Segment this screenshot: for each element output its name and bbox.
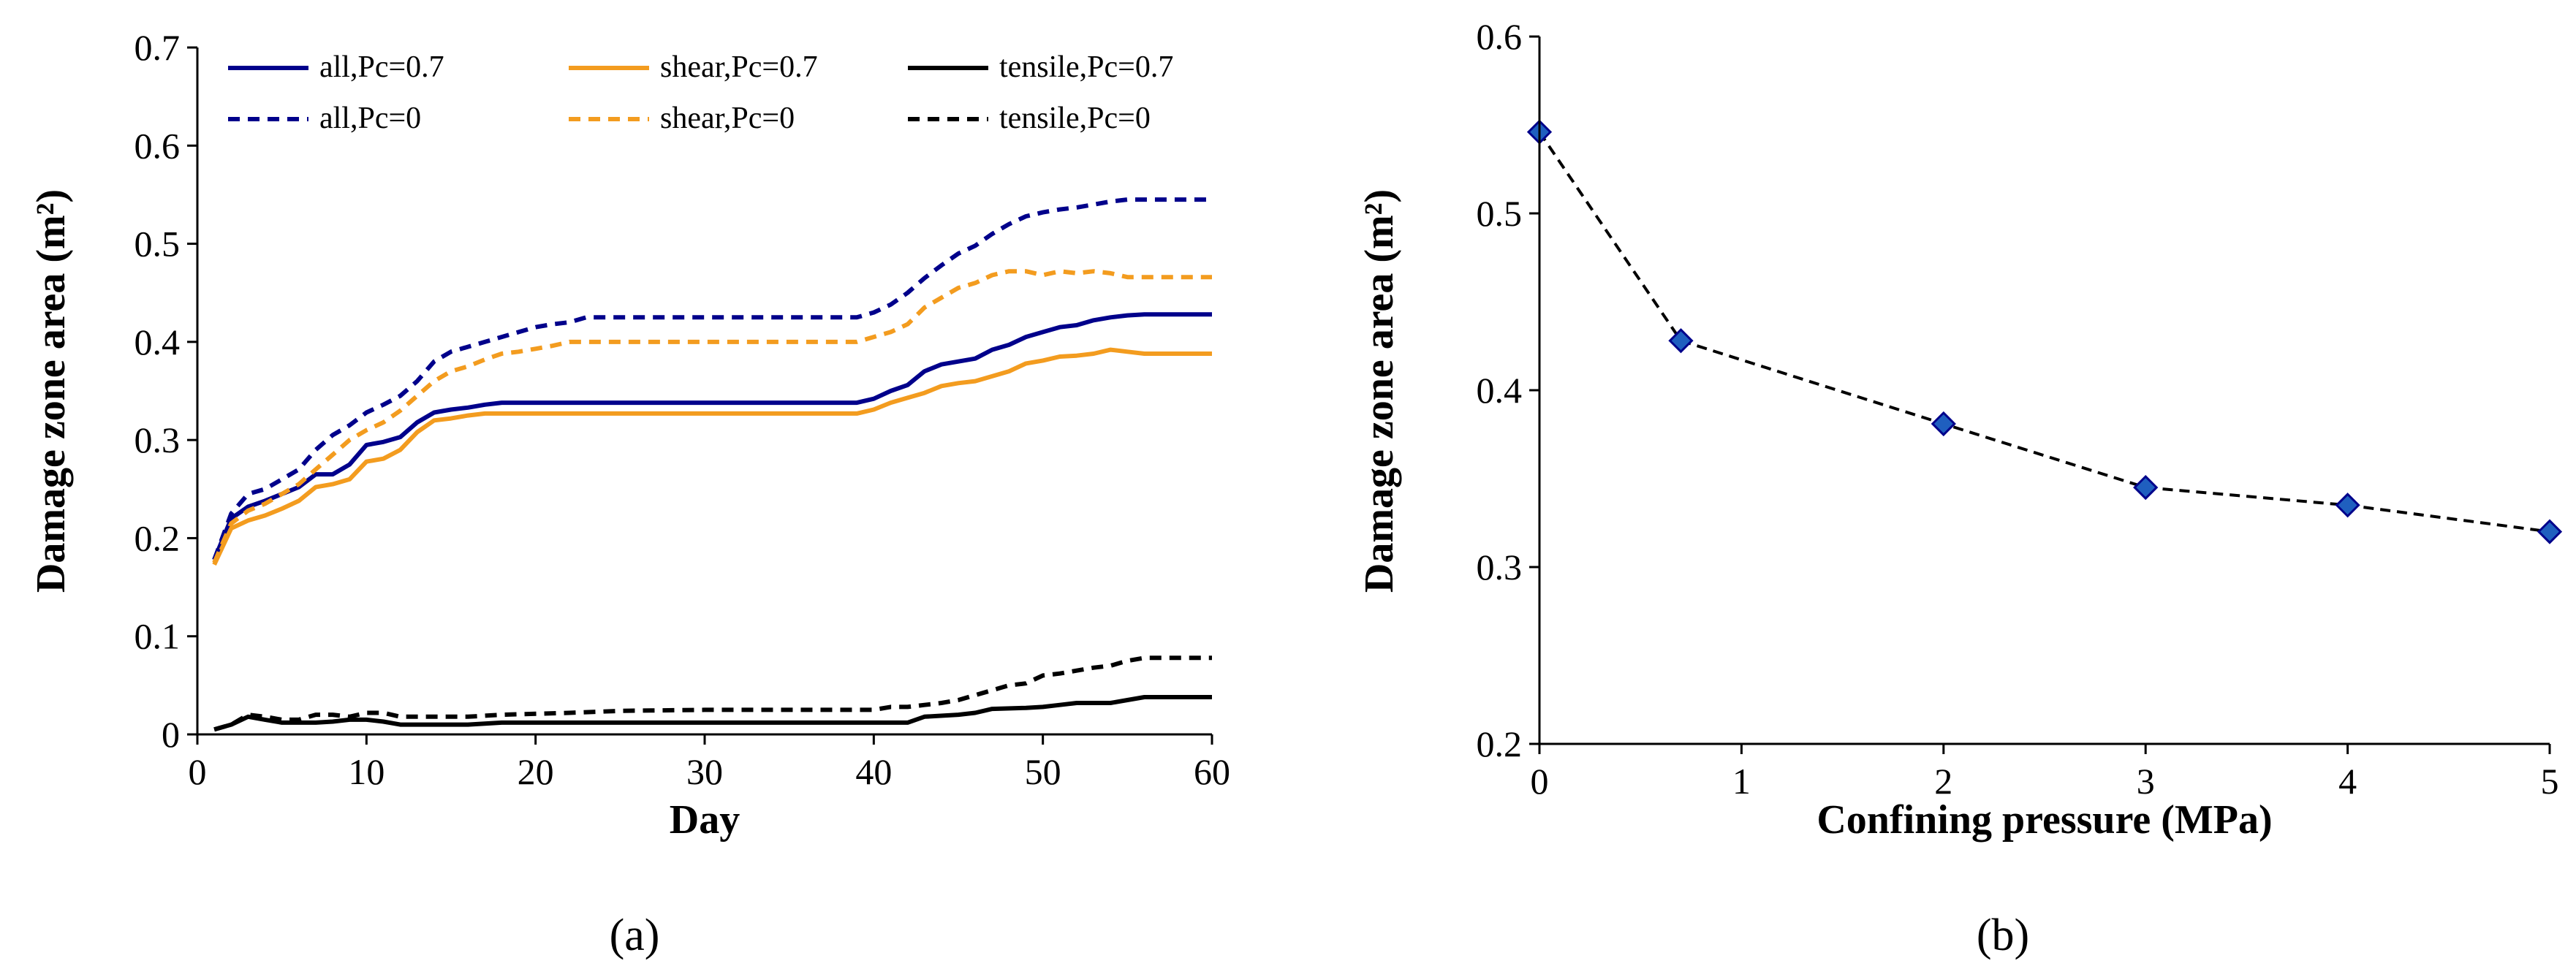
panel-a-series-line-3 <box>212 197 1212 561</box>
panel-b-y-tick-label: 0.6 <box>1477 16 1523 57</box>
panel-b-x-ticks: 0 1 2 3 4 5 <box>1531 744 2559 802</box>
panel-a-x-ticks: 0 10 20 30 40 50 60 <box>189 734 1230 792</box>
panel-a-x-tick-label: 10 <box>348 751 384 792</box>
panel-b-y-tick-label: 0.2 <box>1477 723 1523 764</box>
panel-a-x-axis-title: Day <box>670 797 740 843</box>
panel-a-legend: all,Pc=0.7 shear,Pc=0.7 tensile,Pc=0.7 all,… <box>228 50 1173 135</box>
panel-a-series-line-1 <box>212 347 1212 566</box>
panel-a-x-tick-label: 30 <box>686 751 723 792</box>
panel-b-y-tick-label: 0.3 <box>1477 547 1523 588</box>
panel-b-y-ticks: 0.2 0.3 0.4 0.5 0.6 <box>1477 16 1539 764</box>
panel-b-x-tick-label: 2 <box>1934 761 1952 802</box>
panel-a-y-tick-label: 0 <box>162 714 180 755</box>
panel-a-legend-label-2: tensile,Pc=0.7 <box>999 50 1173 84</box>
panel-a-y-tick-label: 0.2 <box>135 517 181 558</box>
panel-b-x-tick-label: 5 <box>2541 761 2559 802</box>
panel-b-y-tick-label: 0.4 <box>1477 370 1523 411</box>
panel-a-legend-label-4: shear,Pc=0 <box>660 102 795 135</box>
panel-a-legend-label-5: tensile,Pc=0 <box>999 102 1151 135</box>
panel-b-series-layer <box>1526 119 2563 544</box>
panel-b-chart: 0 1 2 3 4 5 0.2 0.3 0.4 0.5 0.6 Confining pressur… <box>1357 16 2563 960</box>
panel-b-x-axis-title: Confining pressure (MPa) <box>1817 797 2272 843</box>
panel-b-data-point-5 <box>2537 519 2563 544</box>
panel-b-x-tick-label: 0 <box>1531 761 1549 802</box>
panel-a-chart: 0 10 20 30 40 50 60 0 0.1 0.2 0.3 0.4 0.5 0.6 0.7 Day… <box>29 27 1230 960</box>
panel-b-x-tick-label: 4 <box>2338 761 2357 802</box>
panel-a-legend-label-3: all,Pc=0 <box>319 102 421 135</box>
panel-a-x-tick-label: 0 <box>189 751 207 792</box>
panel-a-y-tick-label: 0.6 <box>135 125 181 166</box>
panel-b-data-point-4 <box>2335 493 2360 518</box>
panel-a-y-tick-label: 0.5 <box>135 224 181 265</box>
panel-a-x-tick-label: 40 <box>855 751 892 792</box>
panel-a-y-tick-label: 0.7 <box>135 27 181 68</box>
panel-a-series-line-0 <box>212 312 1212 561</box>
panel-a-x-tick-label: 20 <box>518 751 554 792</box>
panel-a-legend-label-0: all,Pc=0.7 <box>319 50 444 84</box>
panel-b-data-point-2 <box>1931 411 1956 437</box>
panel-b-series-line-0 <box>1538 131 2550 533</box>
panel-b-x-tick-label: 3 <box>2137 761 2155 802</box>
panel-b-data-point-1 <box>1668 328 1694 354</box>
panel-a-series-line-2 <box>213 695 1212 732</box>
panel-b-x-tick-label: 1 <box>1732 761 1751 802</box>
panel-a-y-tick-label: 0.4 <box>135 322 181 362</box>
panel-a-series-layer <box>212 197 1212 732</box>
panel-b-y-axis-title: Damage zone area (m²) <box>1357 189 1402 593</box>
panel-a-legend-label-1: shear,Pc=0.7 <box>660 50 818 84</box>
panel-a-y-axis-title: Damage zone area (m²) <box>29 189 74 593</box>
panel-a-y-tick-label: 0.1 <box>135 616 181 657</box>
panel-b-data-point-3 <box>2133 474 2159 501</box>
panel-a-y-ticks: 0 0.1 0.2 0.3 0.4 0.5 0.6 0.7 <box>135 27 197 755</box>
panel-a-series-line-4 <box>212 269 1212 564</box>
panel-b-y-tick-label: 0.5 <box>1477 193 1523 234</box>
panel-b-label: (b) <box>1977 911 2029 960</box>
panel-a-series-line-5 <box>213 655 1212 732</box>
panel-a-y-tick-label: 0.3 <box>135 419 181 460</box>
panel-a-x-tick-label: 60 <box>1194 751 1230 792</box>
panel-a-label: (a) <box>610 911 660 960</box>
panel-a-x-tick-label: 50 <box>1025 751 1061 792</box>
